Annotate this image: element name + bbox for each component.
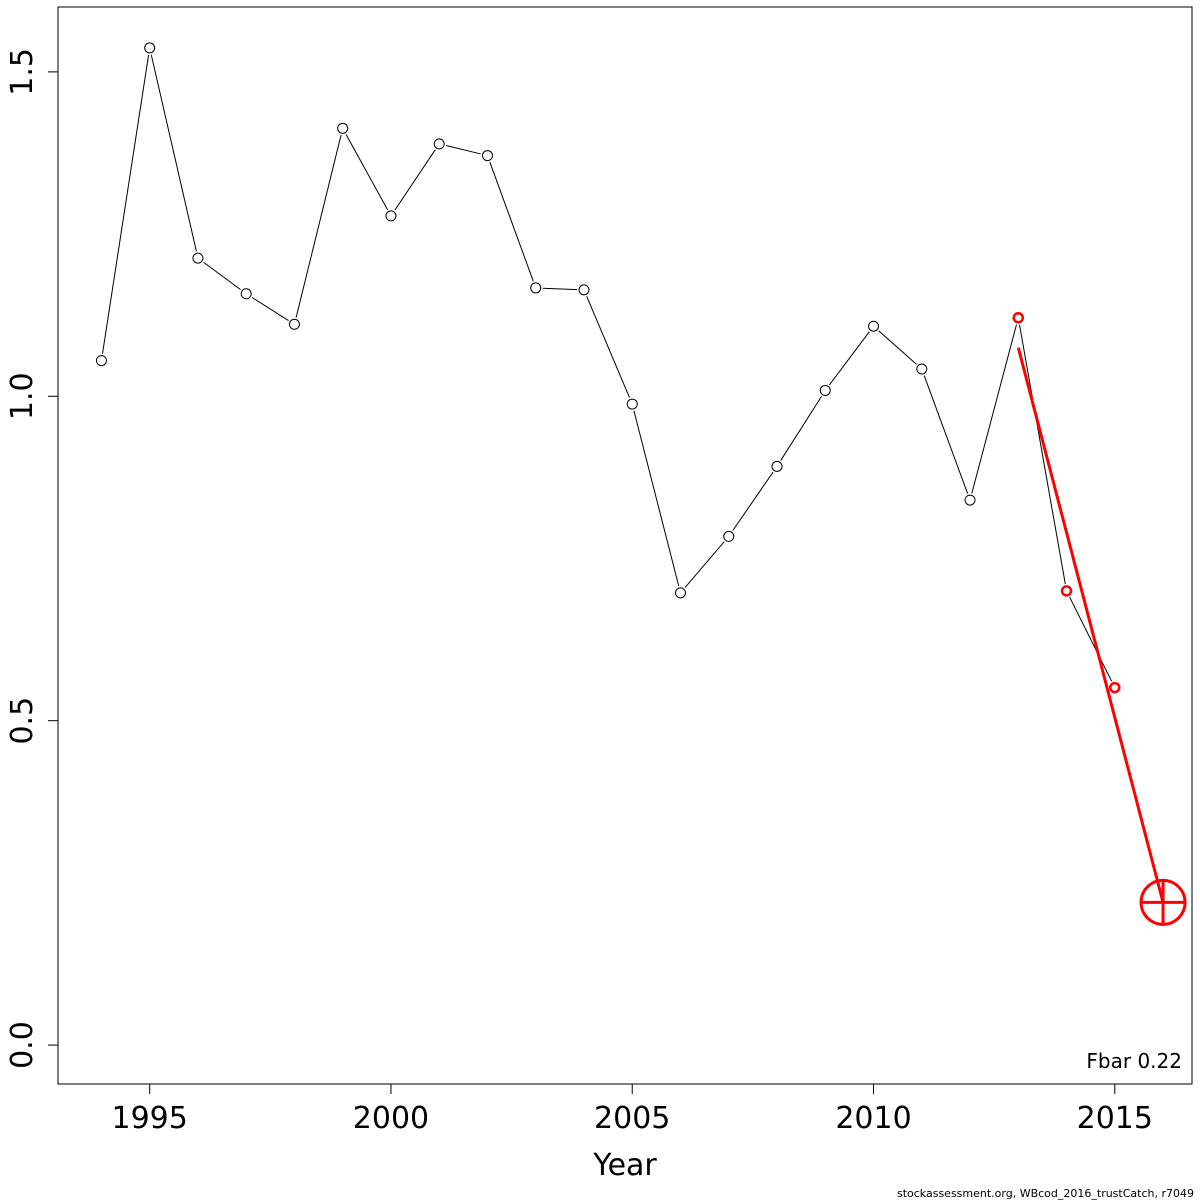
x-tick-label: 2015: [1077, 1101, 1153, 1136]
highlight-point: [1060, 585, 1073, 597]
series-line-segment: [780, 396, 822, 461]
y-tick-label: 1.0: [5, 372, 40, 420]
data-point: [916, 363, 928, 375]
data-point: [288, 318, 300, 330]
data-point: [771, 460, 783, 472]
x-tick-label: 2000: [353, 1101, 429, 1136]
chart-marks: [95, 42, 1187, 926]
axes: 1995 2000 2005 2010 2015 0.0 0.5 1.0 1.5: [5, 48, 1153, 1136]
series-line-segment: [394, 149, 436, 211]
data-point: [240, 288, 252, 300]
fbar-annotation: Fbar 0.22: [1086, 1049, 1182, 1073]
data-point: [674, 587, 686, 599]
x-tick-label: 1995: [112, 1101, 188, 1136]
y-tick-label: 0.0: [5, 1021, 40, 1069]
y-tick-label: 1.5: [5, 48, 40, 96]
footer-credit: stockassessment.org, WBcod_2016_trustCat…: [897, 1187, 1194, 1200]
y-tick-label: 0.5: [5, 697, 40, 745]
data-point: [95, 355, 107, 367]
series-line-segment: [684, 541, 725, 588]
series-line-segment: [633, 410, 680, 587]
series-line-segment: [971, 324, 1017, 494]
data-point: [433, 138, 445, 150]
series-line-segment: [878, 330, 917, 365]
series-line-segment: [203, 261, 241, 291]
series-line-segment: [445, 145, 481, 155]
series-line-segment: [1019, 324, 1066, 585]
series-line-segment: [829, 331, 870, 386]
data-point: [192, 252, 204, 264]
x-tick-label: 2005: [594, 1101, 670, 1136]
data-point: [819, 384, 831, 396]
data-point: [626, 398, 638, 410]
series-line-segment: [1069, 596, 1113, 682]
data-point: [144, 42, 156, 54]
series-line-segment: [542, 287, 578, 291]
data-point: [337, 122, 349, 134]
projection-line: [1016, 347, 1165, 903]
series-line-segment: [923, 375, 969, 494]
x-axis-title: Year: [592, 1148, 657, 1183]
data-point: [530, 282, 542, 294]
plot-frame: [57, 6, 1193, 1085]
series-line-segment: [732, 471, 774, 531]
series-line-segment: [489, 161, 534, 282]
series-line-segment: [295, 135, 342, 318]
data-point: [578, 284, 590, 296]
series-line-segment: [251, 297, 289, 321]
highlight-point: [1012, 312, 1025, 324]
series-line-segment: [586, 296, 630, 398]
data-point: [481, 150, 493, 162]
data-point: [723, 530, 735, 542]
data-point: [385, 210, 397, 222]
series-line-segment: [102, 54, 150, 354]
x-tick-label: 2010: [835, 1101, 911, 1136]
series-line-segment: [150, 54, 197, 252]
data-point: [868, 320, 880, 332]
data-point: [964, 494, 976, 506]
highlight-point: [1109, 681, 1121, 694]
series-line-segment: [345, 134, 389, 211]
